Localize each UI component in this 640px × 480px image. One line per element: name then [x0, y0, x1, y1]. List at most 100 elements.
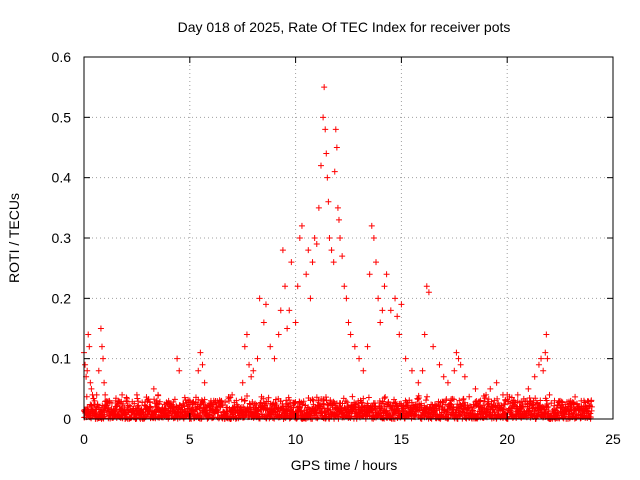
- data-point: [360, 395, 367, 402]
- data-point: [260, 319, 267, 326]
- data-point: [290, 404, 297, 411]
- data-point: [421, 331, 428, 338]
- data-point: [256, 295, 263, 302]
- data-point: [546, 391, 553, 398]
- data-point: [174, 355, 181, 362]
- data-point: [309, 259, 316, 266]
- data-point: [381, 395, 388, 402]
- data-point: [219, 402, 226, 409]
- data-point: [381, 283, 388, 290]
- data-point: [298, 222, 305, 229]
- x-tick-label: 10: [288, 431, 304, 447]
- data-point: [313, 241, 320, 248]
- data-point: [244, 392, 251, 399]
- data-point: [360, 367, 367, 374]
- data-point: [131, 400, 138, 407]
- data-point: [117, 399, 124, 406]
- axis-ticks: [83, 56, 614, 420]
- data-point: [181, 403, 188, 410]
- data-point: [325, 198, 332, 205]
- data-point: [398, 301, 405, 308]
- data-point: [125, 402, 132, 409]
- data-point: [408, 367, 415, 374]
- data-point: [414, 396, 421, 403]
- data-point: [246, 361, 253, 368]
- data-point: [176, 367, 183, 374]
- data-point: [288, 259, 295, 266]
- data-point: [460, 395, 467, 402]
- data-point: [85, 331, 92, 338]
- x-axis-label: GPS time / hours: [291, 457, 398, 473]
- data-point: [241, 398, 248, 405]
- data-point: [322, 126, 329, 133]
- data-point: [371, 400, 378, 407]
- data-point: [457, 361, 464, 368]
- x-tick-label: 25: [605, 431, 621, 447]
- data-point: [286, 307, 293, 314]
- data-point: [436, 361, 443, 368]
- y-tick-label: 0: [63, 411, 71, 427]
- data-point: [531, 373, 538, 380]
- data-point: [450, 396, 457, 403]
- data-point: [493, 379, 500, 386]
- x-tick-label: 20: [499, 431, 515, 447]
- data-point: [315, 204, 322, 211]
- x-tick-label: 0: [80, 431, 88, 447]
- data-point: [349, 393, 356, 400]
- data-point: [345, 319, 352, 326]
- data-point: [248, 373, 255, 380]
- data-point: [320, 114, 327, 121]
- data-point: [173, 403, 180, 410]
- data-point: [233, 397, 240, 404]
- data-point: [375, 295, 382, 302]
- data-point: [425, 289, 432, 296]
- data-point: [217, 398, 224, 405]
- data-point: [241, 343, 248, 350]
- data-point: [271, 355, 278, 362]
- y-tick-label: 0.3: [52, 230, 72, 246]
- y-tick-labels: 0 0.1 0.2 0.3 0.4 0.5 0.6: [52, 49, 72, 427]
- data-point: [314, 415, 321, 422]
- data-point: [292, 319, 299, 326]
- data-point: [291, 400, 298, 407]
- data-point: [330, 398, 337, 405]
- data-point: [488, 398, 495, 405]
- data-point: [299, 401, 306, 408]
- data-point: [377, 319, 384, 326]
- data-point: [382, 394, 389, 401]
- data-point: [197, 349, 204, 356]
- data-point: [421, 402, 428, 409]
- data-point: [572, 393, 579, 400]
- data-point: [311, 235, 318, 241]
- data-point: [440, 373, 447, 380]
- data-point: [514, 391, 521, 398]
- chart-title: Day 018 of 2025, Rate Of TEC Index for r…: [178, 19, 511, 35]
- data-point: [581, 399, 588, 406]
- data-point: [312, 406, 319, 413]
- data-point: [535, 361, 542, 368]
- data-point: [171, 396, 178, 403]
- data-point: [525, 385, 532, 392]
- data-point: [455, 355, 462, 362]
- data-point: [331, 168, 338, 175]
- data-point: [307, 295, 314, 302]
- data-point: [321, 84, 328, 91]
- data-point: [225, 397, 232, 404]
- data-point: [284, 325, 291, 332]
- data-point: [303, 271, 310, 278]
- data-point: [199, 361, 206, 368]
- data-point: [100, 355, 107, 362]
- data-point: [544, 401, 551, 408]
- data-point: [396, 331, 403, 338]
- data-point: [567, 397, 574, 404]
- data-point: [527, 399, 534, 406]
- data-point: [342, 398, 349, 405]
- data-point: [95, 367, 102, 374]
- data-point: [91, 397, 98, 404]
- y-tick-label: 0.6: [52, 49, 72, 65]
- data-point: [196, 414, 203, 421]
- data-point: [380, 400, 387, 407]
- data-point: [548, 400, 555, 407]
- data-point: [133, 391, 140, 398]
